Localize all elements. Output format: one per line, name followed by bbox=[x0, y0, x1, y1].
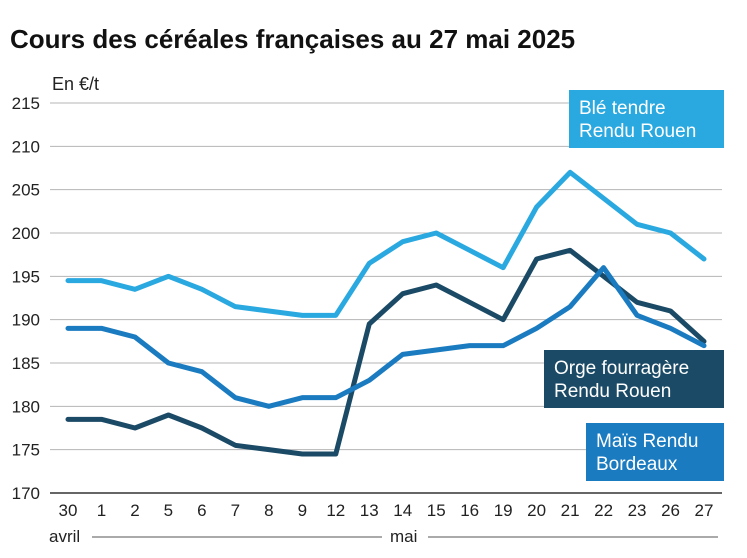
series-label-box bbox=[544, 350, 724, 408]
y-tick-label: 190 bbox=[12, 311, 40, 330]
x-tick-label: 12 bbox=[326, 501, 345, 520]
x-tick-label: 23 bbox=[628, 501, 647, 520]
x-tick-label: 6 bbox=[197, 501, 206, 520]
series-label-box bbox=[569, 90, 724, 148]
series-label-text: Maïs Rendu bbox=[596, 431, 698, 452]
x-tick-label: 15 bbox=[427, 501, 446, 520]
y-tick-label: 205 bbox=[12, 181, 40, 200]
x-tick-label: 26 bbox=[661, 501, 680, 520]
series-label-text: Orge fourragère bbox=[554, 358, 689, 379]
x-tick-label: 8 bbox=[264, 501, 273, 520]
series-lines bbox=[65, 169, 707, 457]
x-tick-label: 27 bbox=[695, 501, 714, 520]
series-line-0 bbox=[65, 169, 707, 318]
y-tick-label: 185 bbox=[12, 354, 40, 373]
series-label-box bbox=[586, 423, 724, 481]
x-tick-label: 9 bbox=[298, 501, 307, 520]
y-tick-label: 210 bbox=[12, 137, 40, 156]
y-tick-label: 175 bbox=[12, 441, 40, 460]
x-tick-label: 13 bbox=[360, 501, 379, 520]
y-tick-label: 180 bbox=[12, 397, 40, 416]
x-tick-label: 22 bbox=[594, 501, 613, 520]
series-line-2 bbox=[65, 265, 707, 409]
series-label-text: Blé tendre bbox=[579, 98, 666, 119]
x-tick-label: 16 bbox=[460, 501, 479, 520]
x-tick-label: 1 bbox=[97, 501, 106, 520]
x-tick-label: 2 bbox=[130, 501, 139, 520]
x-axis-ticks: 30 1 2 5 6 7 8 9 12 13 14 15 16 19 20 21 22 23 26 27 bbox=[59, 501, 714, 520]
x-tick-label: 14 bbox=[393, 501, 412, 520]
y-tick-label: 215 bbox=[12, 94, 40, 113]
x-tick-label: 7 bbox=[231, 501, 240, 520]
x-tick-label: 21 bbox=[561, 501, 580, 520]
series-label-text: Bordeaux bbox=[596, 454, 678, 475]
chart-title: Cours des céréales françaises au 27 mai … bbox=[10, 24, 576, 54]
x-tick-label: 20 bbox=[527, 501, 546, 520]
y-axis-label: En €/t bbox=[52, 74, 99, 94]
month-label-avril: avril bbox=[49, 527, 80, 546]
month-label-mai: mai bbox=[390, 527, 417, 546]
series-label-text: Rendu Rouen bbox=[579, 121, 696, 142]
y-tick-label: 195 bbox=[12, 267, 40, 286]
x-tick-label: 5 bbox=[164, 501, 173, 520]
series-label-text: Rendu Rouen bbox=[554, 381, 671, 402]
y-tick-label: 170 bbox=[12, 484, 40, 503]
y-axis-ticks: 170 175 180 185 190 195 200 205 210 215 bbox=[12, 94, 40, 503]
month-labels: avril mai bbox=[49, 527, 718, 546]
y-tick-label: 200 bbox=[12, 224, 40, 243]
x-tick-label: 19 bbox=[494, 501, 513, 520]
x-tick-label: 30 bbox=[59, 501, 78, 520]
